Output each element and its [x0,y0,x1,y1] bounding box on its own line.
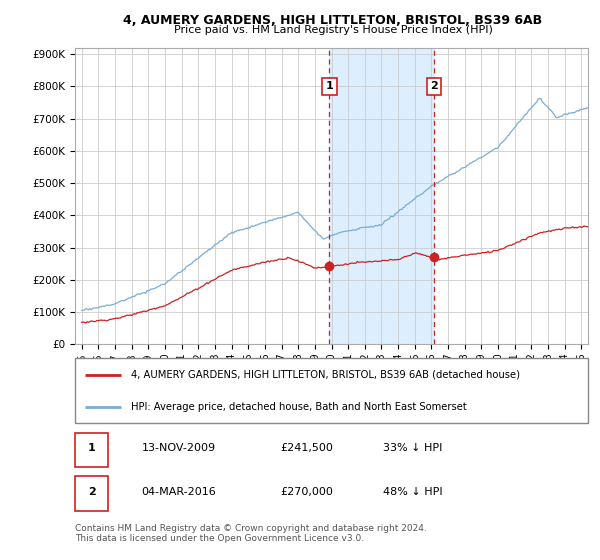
Text: 4, AUMERY GARDENS, HIGH LITTLETON, BRISTOL, BS39 6AB: 4, AUMERY GARDENS, HIGH LITTLETON, BRIST… [124,14,542,27]
Text: Price paid vs. HM Land Registry's House Price Index (HPI): Price paid vs. HM Land Registry's House … [173,25,493,35]
Text: Contains HM Land Registry data © Crown copyright and database right 2024.
This d: Contains HM Land Registry data © Crown c… [75,524,427,543]
FancyBboxPatch shape [75,476,109,511]
Text: 2: 2 [88,487,95,497]
Text: 13-NOV-2009: 13-NOV-2009 [142,444,216,454]
Text: 1: 1 [325,81,333,91]
Text: £270,000: £270,000 [280,487,333,497]
Text: 4, AUMERY GARDENS, HIGH LITTLETON, BRISTOL, BS39 6AB (detached house): 4, AUMERY GARDENS, HIGH LITTLETON, BRIST… [131,370,520,380]
Text: 2: 2 [430,81,438,91]
Text: 33% ↓ HPI: 33% ↓ HPI [383,444,442,454]
Text: 04-MAR-2016: 04-MAR-2016 [142,487,217,497]
Bar [329,48,434,344]
Text: HPI: Average price, detached house, Bath and North East Somerset: HPI: Average price, detached house, Bath… [131,402,467,412]
Text: 1: 1 [88,444,95,454]
Text: 48% ↓ HPI: 48% ↓ HPI [383,487,442,497]
FancyBboxPatch shape [75,433,109,468]
Text: £241,500: £241,500 [280,444,333,454]
